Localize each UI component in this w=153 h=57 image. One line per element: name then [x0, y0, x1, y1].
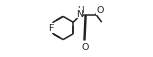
Text: O: O [81, 43, 89, 51]
Text: F: F [48, 24, 53, 33]
Text: H: H [78, 6, 84, 15]
Text: O: O [96, 6, 104, 15]
Text: N: N [76, 10, 83, 18]
